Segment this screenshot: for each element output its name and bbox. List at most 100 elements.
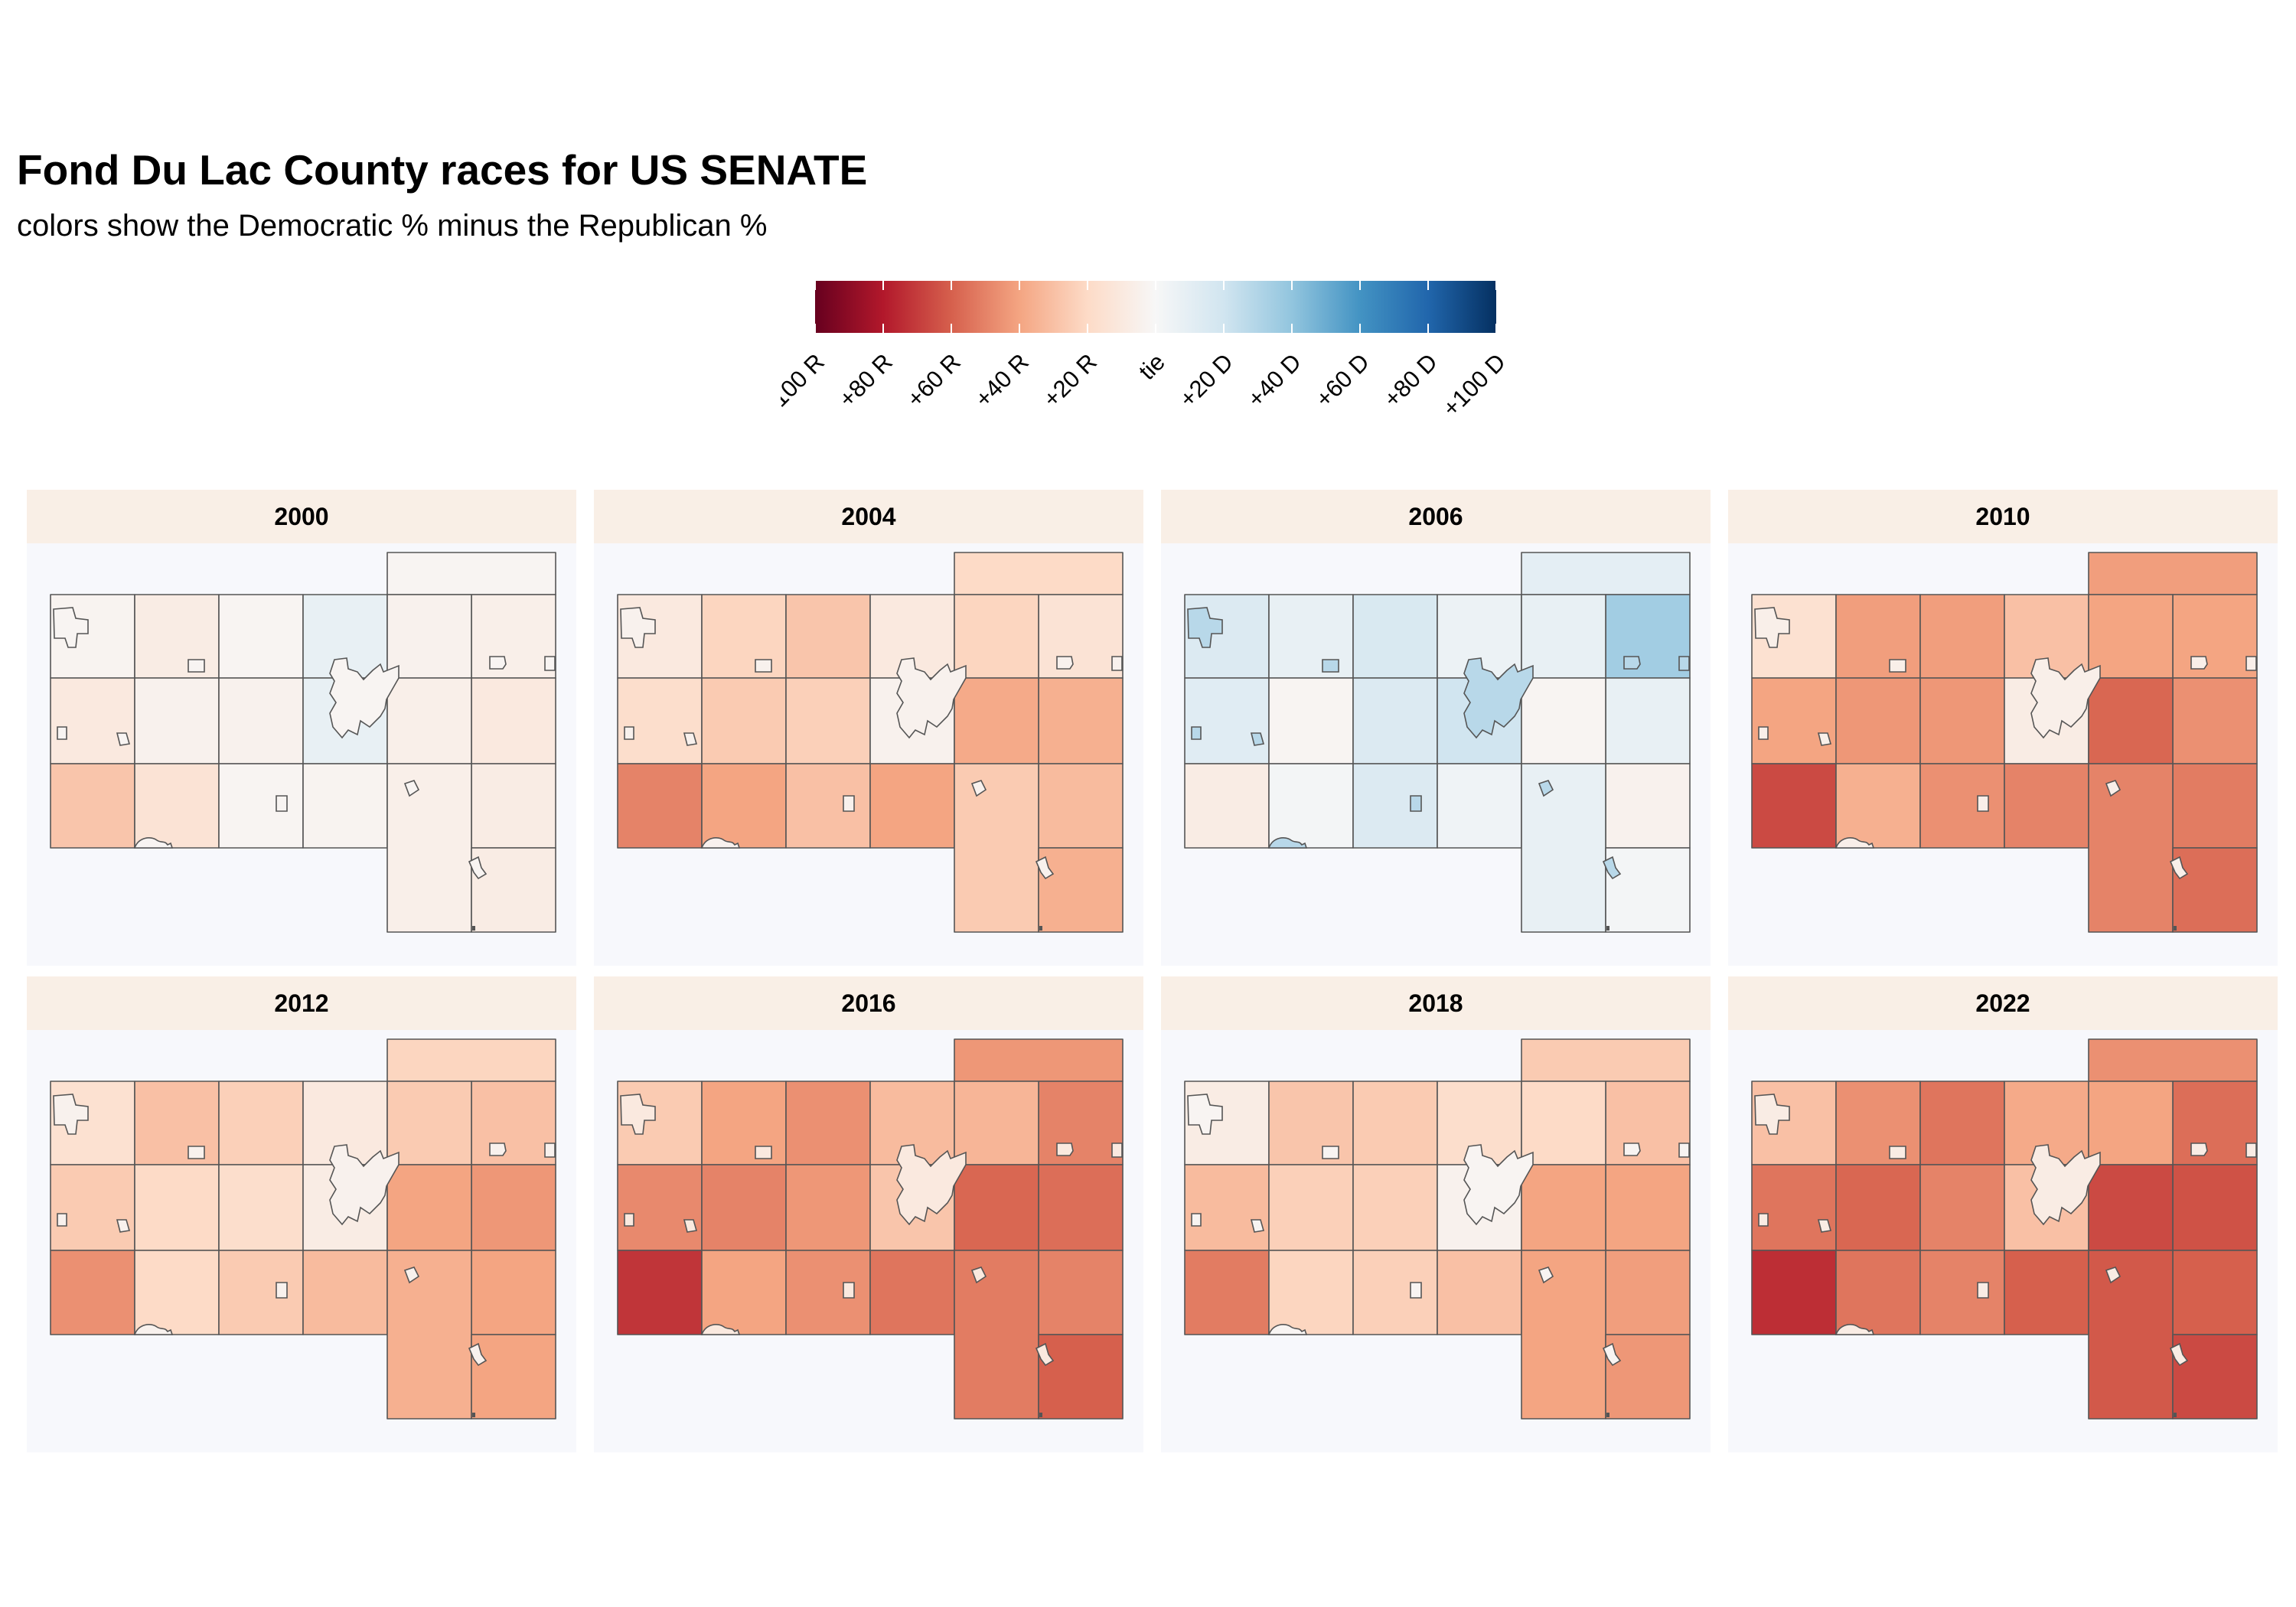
village-area [700,1324,741,1335]
township-area [386,552,556,595]
township-area [1268,1250,1354,1335]
township-area [471,1081,556,1165]
township-area [1352,1081,1438,1165]
village-area [755,1146,772,1159]
township-area [1184,1250,1270,1335]
township-area [2004,763,2089,849]
boundary-marker [472,926,475,931]
panel-year-label: 2016 [594,976,1143,1030]
village-area [1623,656,1641,670]
township-area [617,677,703,764]
village-area [683,732,698,746]
township-area [1268,1164,1354,1251]
panel-year-label: 2010 [1728,490,2278,543]
township-area [1268,677,1354,764]
village-area [1191,1213,1202,1227]
township-area [2088,1038,2258,1082]
township-area [869,1250,955,1335]
township-area [1437,763,1522,849]
township-area [2172,1081,2258,1165]
township-area [134,763,220,849]
township-area [302,1250,388,1335]
township-area [2004,1250,2089,1335]
township-area [2172,847,2258,933]
village-area [1602,856,1622,880]
township-area [1605,594,1691,679]
township-area [701,1081,787,1165]
township-area [954,1164,1039,1251]
township-area [471,763,556,849]
township-area [386,1164,472,1251]
map-panel: 2012 [27,976,576,1452]
township-area [617,1250,703,1335]
township-area [218,677,304,764]
township-area [2172,1164,2258,1251]
township-area [386,594,472,679]
village-area [1322,1146,1339,1159]
township-area [471,1334,556,1420]
township-area [1605,847,1691,933]
village-area [116,732,131,746]
township-area [2088,763,2174,933]
village-area [1623,1143,1641,1156]
county-map [1751,552,2258,933]
village-area [1035,1342,1055,1367]
legend-tick-label: +100 R [781,348,830,422]
township-area [50,763,135,849]
legend-tick-label: +20 D [1174,348,1238,412]
legend-tick-label: +60 D [1310,348,1375,412]
township-area [1835,594,1921,679]
township-area [1184,1164,1270,1251]
village-area [2105,780,2122,797]
township-area [1521,1081,1606,1165]
map-panel: 2018 [1161,976,1711,1452]
township-area [1038,1250,1124,1335]
village-area [1889,659,1906,673]
boundary-marker [1039,926,1042,931]
village-area [624,1213,634,1227]
township-area [471,1250,556,1335]
village-area [2245,656,2257,671]
village-area [1758,726,1769,740]
boundary-marker [1039,1413,1042,1417]
township-area [302,763,388,849]
village-area [53,607,89,648]
township-area [1038,763,1124,849]
township-area [954,1250,1039,1420]
township-area [701,1250,787,1335]
township-area [1521,594,1606,679]
township-area [954,1038,1124,1082]
panel-year-label: 2012 [27,976,576,1030]
village-area [2169,1342,2189,1367]
village-area [1754,1094,1790,1135]
township-area [1521,552,1691,595]
village-area [544,656,556,671]
map-panel: 2006 [1161,490,1711,966]
village-area [2190,1143,2208,1156]
village-area [1111,656,1123,671]
township-area [2088,1164,2174,1251]
village-area [403,1266,420,1284]
village-area [2190,656,2208,670]
township-area [1038,847,1124,933]
township-area [218,1081,304,1165]
city-area [1463,657,1534,739]
village-area [1056,1143,1074,1156]
township-area [1352,594,1438,679]
village-area [620,1094,656,1135]
township-area [1038,1164,1124,1251]
township-area [1352,677,1438,764]
township-area [785,763,871,849]
village-area [1267,837,1308,849]
village-area [403,780,420,797]
village-area [843,795,855,812]
township-area [701,677,787,764]
map-panel: 2022 [1728,976,2278,1452]
village-area [1538,1266,1554,1284]
village-area [57,726,67,740]
township-area [2088,594,2174,679]
township-area [1038,677,1124,764]
township-area [1521,763,1606,933]
township-area [386,1081,472,1165]
village-area [188,659,205,673]
